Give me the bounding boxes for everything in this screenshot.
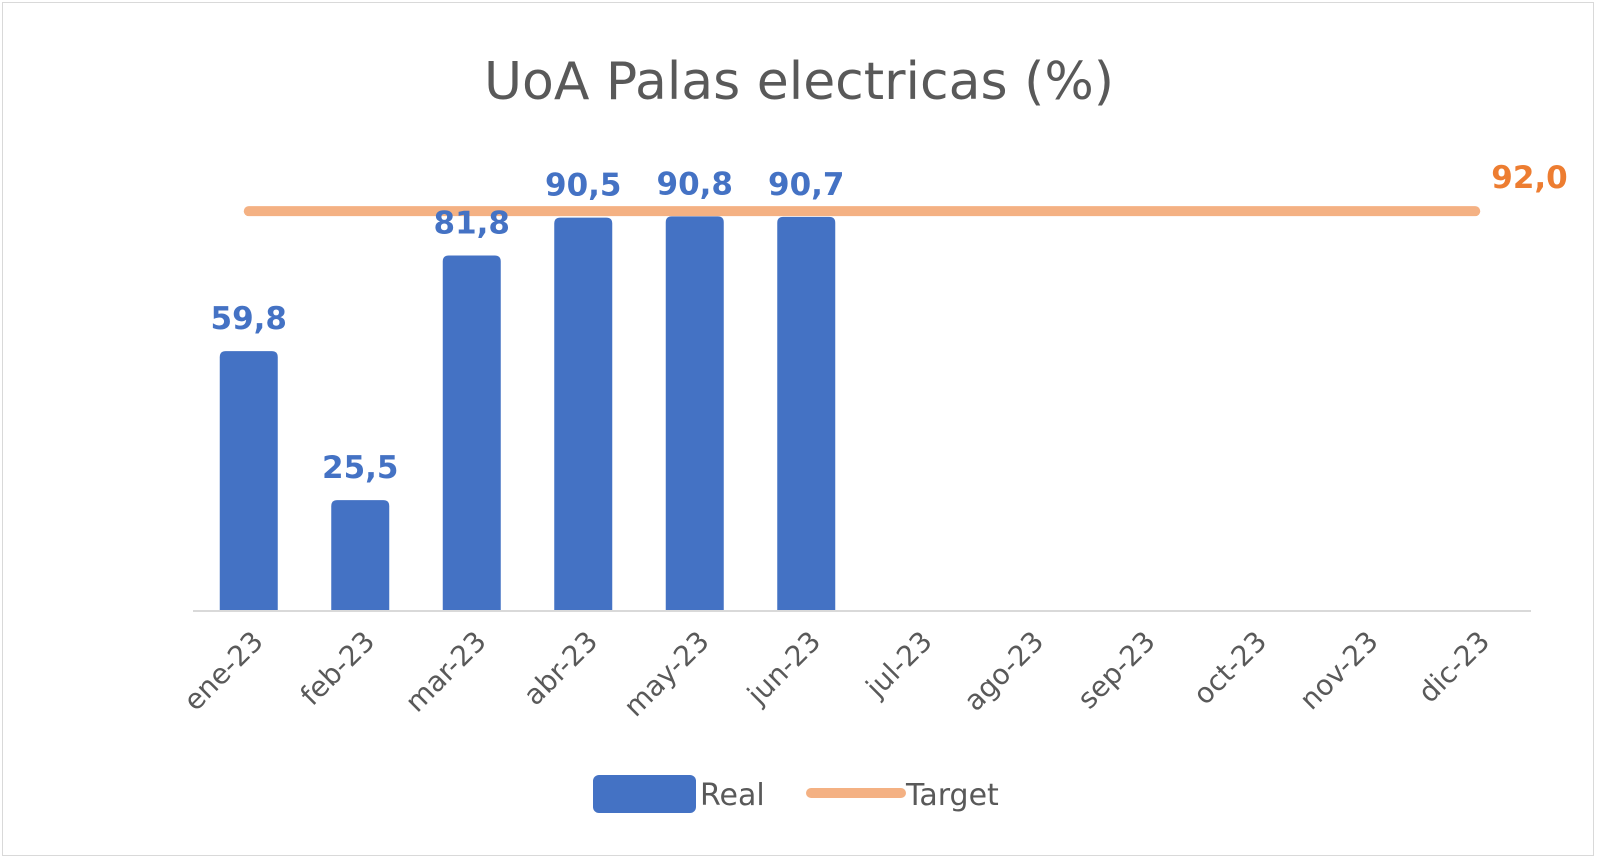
bar-may-23 [665, 216, 724, 612]
target-value-label: 92,0 [1491, 160, 1568, 196]
x-tick-mar-23: mar-23 [399, 625, 493, 719]
x-tick-may-23: may-23 [617, 625, 715, 723]
legend-real-label: Real [700, 778, 765, 813]
bar-ene-23 [219, 351, 278, 611]
x-tick-nov-23: nov-23 [1293, 625, 1385, 717]
data-label-ene-23: 59,8 [211, 301, 288, 337]
chart-title: UoA Palas electricas (%) [484, 52, 1114, 112]
x-tick-abr-23: abr-23 [517, 625, 604, 712]
x-tick-feb-23: feb-23 [294, 625, 381, 712]
x-tick-sep-23: sep-23 [1071, 625, 1162, 716]
labels-layer: 92,0 59,8 25,5 81,8 90,5 90,8 90,7 [211, 160, 1568, 486]
x-tick-dic-23: dic-23 [1412, 625, 1497, 710]
bar-mar-23 [442, 255, 501, 611]
legend-real-swatch [593, 775, 696, 813]
data-label-mar-23: 81,8 [434, 205, 511, 241]
bar-jun-23 [777, 216, 836, 611]
bars-layer [219, 216, 836, 612]
bar-line-chart: UoA Palas electricas (%) 92,0 59,8 25,5 81,… [177, 52, 1568, 813]
bar-feb-23 [331, 500, 390, 611]
x-tick-jul-23: jul-23 [859, 625, 939, 705]
x-tick-jun-23: jun-23 [740, 625, 827, 712]
x-tick-ago-23: ago-23 [957, 625, 1050, 718]
x-tick-oct-23: oct-23 [1187, 625, 1273, 711]
data-label-jun-23: 90,7 [768, 167, 845, 203]
legend: Real Target [593, 775, 999, 813]
data-label-may-23: 90,8 [657, 166, 734, 202]
data-label-abr-23: 90,5 [545, 168, 622, 204]
bar-abr-23 [554, 217, 613, 611]
data-label-feb-23: 25,5 [322, 450, 399, 486]
x-tick-ene-23: ene-23 [177, 625, 270, 718]
legend-target-label: Target [905, 778, 999, 813]
x-axis-ticks: ene-23 feb-23 mar-23 abr-23 may-23 jun-23 jul-… [177, 625, 1496, 723]
